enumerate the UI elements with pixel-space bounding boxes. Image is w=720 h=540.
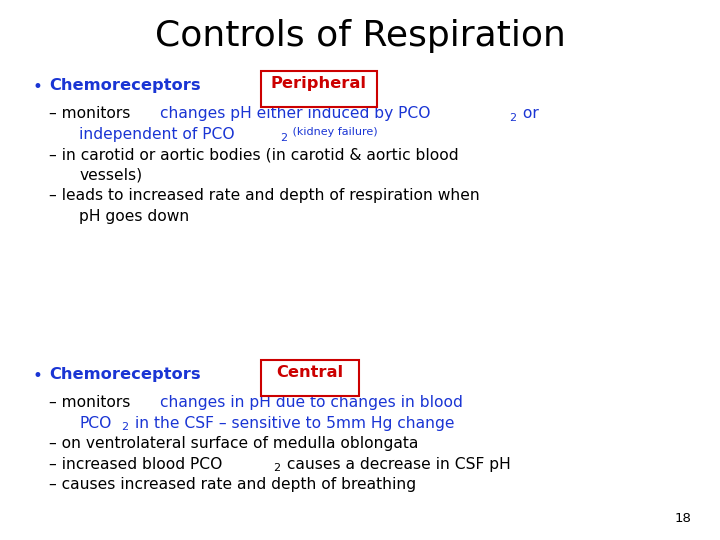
Text: changes in pH due to changes in blood: changes in pH due to changes in blood <box>161 395 463 410</box>
Text: Chemoreceptors: Chemoreceptors <box>49 367 201 382</box>
Text: 2: 2 <box>273 463 280 474</box>
Text: •: • <box>32 78 42 96</box>
Text: – increased blood PCO: – increased blood PCO <box>49 457 222 472</box>
Text: (kidney failure): (kidney failure) <box>289 127 378 137</box>
Text: pH goes down: pH goes down <box>79 209 189 224</box>
Text: 2: 2 <box>280 133 287 144</box>
Text: Central: Central <box>276 365 343 380</box>
FancyBboxPatch shape <box>261 71 377 107</box>
Text: 18: 18 <box>675 512 691 525</box>
Text: Peripheral: Peripheral <box>271 76 366 91</box>
Text: changes pH either induced by PCO: changes pH either induced by PCO <box>161 106 431 122</box>
Text: – causes increased rate and depth of breathing: – causes increased rate and depth of bre… <box>49 477 416 492</box>
Text: or: or <box>518 106 539 122</box>
Text: 2: 2 <box>509 113 516 123</box>
Text: vessels): vessels) <box>79 168 143 183</box>
Text: •: • <box>32 367 42 385</box>
Text: – monitors: – monitors <box>49 106 135 122</box>
Text: 2: 2 <box>121 422 128 433</box>
FancyBboxPatch shape <box>261 360 359 396</box>
Text: causes a decrease in CSF pH: causes a decrease in CSF pH <box>282 457 510 472</box>
Text: – on ventrolateral surface of medulla oblongata: – on ventrolateral surface of medulla ob… <box>49 436 418 451</box>
Text: – monitors: – monitors <box>49 395 135 410</box>
Text: – in carotid or aortic bodies (in carotid & aortic blood: – in carotid or aortic bodies (in caroti… <box>49 147 459 163</box>
Text: independent of PCO: independent of PCO <box>79 127 235 142</box>
Text: PCO: PCO <box>79 416 112 431</box>
Text: Controls of Respiration: Controls of Respiration <box>155 19 565 53</box>
Text: in the CSF – sensitive to 5mm Hg change: in the CSF – sensitive to 5mm Hg change <box>130 416 454 431</box>
Text: – leads to increased rate and depth of respiration when: – leads to increased rate and depth of r… <box>49 188 480 204</box>
Text: Chemoreceptors: Chemoreceptors <box>49 78 201 93</box>
